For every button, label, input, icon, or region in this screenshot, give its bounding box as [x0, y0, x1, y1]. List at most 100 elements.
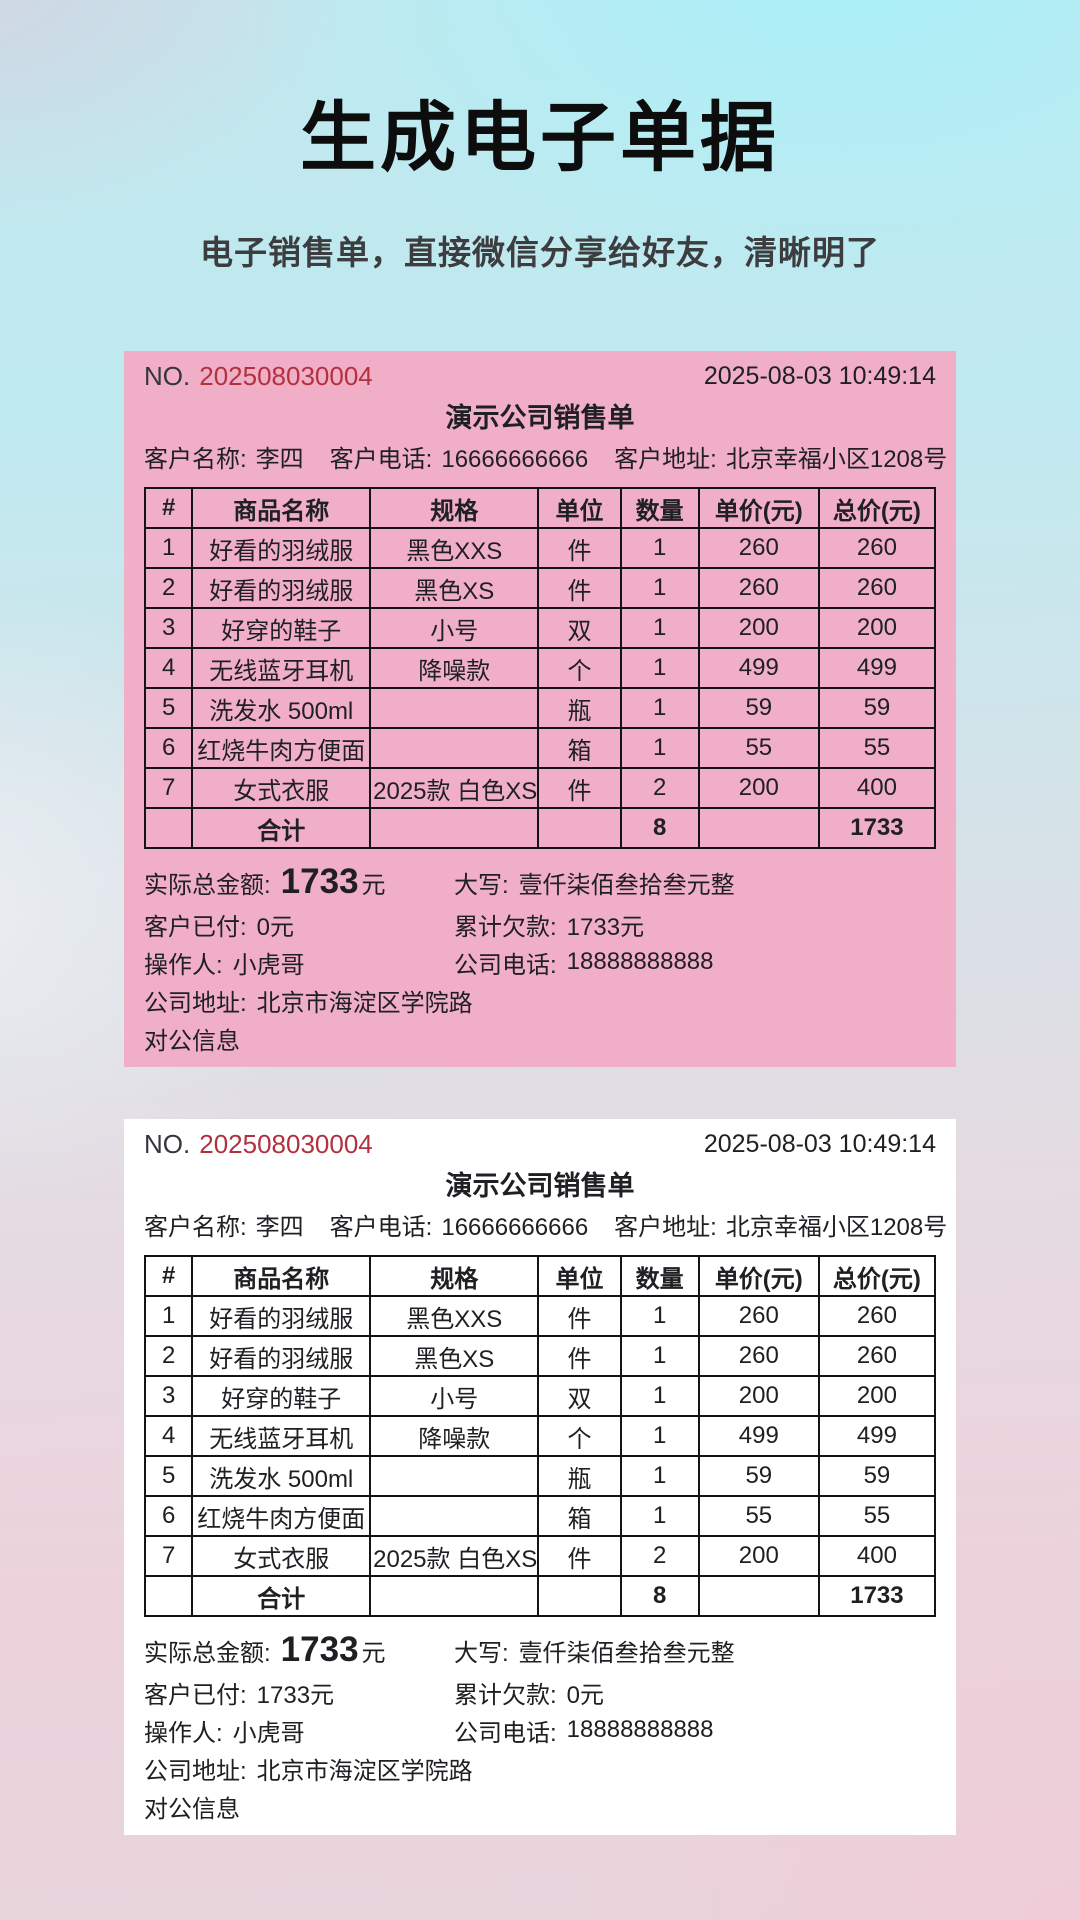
item-cell: 59	[817, 1455, 937, 1497]
item-cell: 1	[619, 1415, 700, 1457]
customer-address-label: 客户地址:	[614, 1214, 717, 1241]
receipt-title: 演示公司销售单	[445, 1171, 635, 1201]
actual-total-unit: 元	[361, 871, 386, 899]
item-cell: 1	[619, 1335, 700, 1377]
item-cell	[369, 1455, 540, 1497]
company-address-value: 北京市海淀区学院路	[256, 1757, 473, 1785]
item-cell: 件	[537, 1295, 622, 1337]
item-cell: 降噪款	[369, 1415, 540, 1457]
company-address-value: 北京市海淀区学院路	[256, 989, 473, 1017]
table-header-row: # 商品名称 规格 单位 数量 单价(元) 总价(元)	[143, 1255, 937, 1297]
item-cell: 瓶	[537, 687, 622, 729]
page-subtitle: 电子销售单，直接微信分享给好友，清晰明了	[200, 234, 880, 271]
item-cell: 1	[619, 1375, 700, 1417]
total-cell: 1733	[817, 807, 937, 849]
column-header: 单价(元)	[697, 487, 820, 529]
item-row: 7 女式衣服 2025款 白色XS 件 2 200 400	[143, 767, 937, 809]
item-cell: 小号	[369, 1375, 540, 1417]
accumulated-debt-value: 0元	[566, 1681, 605, 1709]
receipt-datetime: 2025-08-03 10:49:14	[703, 361, 936, 390]
item-row: 6 红烧牛肉方便面箱 1 55 55	[143, 727, 937, 769]
item-cell: 499	[697, 1415, 820, 1457]
company-phone-value: 18888888888	[566, 1716, 714, 1743]
public-info-text: 对公信息	[144, 1027, 240, 1055]
item-cell	[369, 687, 540, 729]
customer-address-value: 北京幸福小区1208号	[725, 1214, 948, 1241]
column-header: 总价(元)	[817, 1255, 937, 1297]
item-cell: 260	[817, 1295, 937, 1337]
item-cell: 260	[697, 527, 820, 569]
item-row: 5 洗发水 500ml 瓶 1 59 59	[143, 687, 937, 729]
item-cell: 红烧牛肉方便面	[191, 1495, 372, 1537]
item-cell: 1	[619, 567, 700, 609]
column-header: 单价(元)	[697, 1255, 820, 1297]
item-cell: 4	[143, 1415, 194, 1457]
public-info-text: 对公信息	[144, 1795, 240, 1823]
item-cell: 499	[817, 647, 937, 689]
item-cell: 2025款 白色XS	[369, 767, 540, 809]
total-cell	[143, 807, 194, 849]
receipt-summary: 实际总金额: 1733 元 大写: 壹仟柒佰叁拾叁元整 客户已付: 0元 累计欠…	[144, 859, 936, 1057]
item-cell: 200	[697, 767, 820, 809]
item-cell: 200	[697, 1535, 820, 1577]
receipt-number-value: 202508030004	[199, 1128, 373, 1159]
item-row: 2 好看的羽绒服 黑色XS 件 1 260 260	[143, 1335, 937, 1377]
receipt-summary: 实际总金额: 1733 元 大写: 壹仟柒佰叁拾叁元整 客户已付: 1733元 …	[144, 1627, 936, 1825]
customer-name-label: 客户名称:	[144, 1214, 247, 1241]
company-phone-line: 公司电话: 18888888888	[454, 943, 936, 981]
item-cell: 箱	[537, 1495, 622, 1537]
customer-phone-value: 16666666666	[441, 1214, 589, 1241]
table-header-row: # 商品名称 规格 单位 数量 单价(元) 总价(元)	[143, 487, 937, 529]
item-cell: 红烧牛肉方便面	[191, 727, 372, 769]
total-cell	[369, 807, 540, 849]
customer-paid-value: 0元	[256, 913, 295, 941]
receipt-header: NO. 202508030004 2025-08-03 10:49:14	[144, 359, 936, 393]
customer-paid-label: 客户已付:	[144, 913, 247, 941]
item-cell: 黑色XS	[369, 567, 540, 609]
column-header: 规格	[369, 487, 540, 529]
item-cell: 1	[619, 1295, 700, 1337]
operator-value: 小虎哥	[232, 951, 305, 979]
item-cell: 个	[537, 647, 622, 689]
items-table: # 商品名称 规格 单位 数量 单价(元) 总价(元) 1 好看的羽绒服 黑色XXS 件 1 260 2…	[143, 487, 937, 849]
item-cell: 好穿的鞋子	[191, 607, 372, 649]
item-row: 3 好穿的鞋子 小号双 1 200 200	[143, 1375, 937, 1417]
customer-address-label: 客户地址:	[614, 446, 717, 473]
customer-paid-value: 1733元	[256, 1681, 335, 1709]
item-cell: 59	[697, 1455, 820, 1497]
company-address-label: 公司地址:	[144, 1757, 247, 1785]
operator-label: 操作人:	[144, 1719, 223, 1747]
customer-paid-line: 客户已付: 1733元	[144, 1673, 454, 1711]
page-title: 生成电子单据	[300, 96, 780, 181]
item-cell: 55	[697, 727, 820, 769]
total-cell: 合计	[191, 807, 372, 849]
company-phone-label: 公司电话:	[454, 951, 557, 979]
item-cell: 400	[817, 767, 937, 809]
item-cell: 1	[619, 607, 700, 649]
total-row: 合计 8 1733	[143, 807, 937, 849]
total-cell	[537, 1575, 622, 1617]
column-header: 单位	[537, 1255, 622, 1297]
item-cell	[369, 727, 540, 769]
amount-caps-label: 大写:	[454, 1639, 509, 1667]
item-cell: 400	[817, 1535, 937, 1577]
column-header: 规格	[369, 1255, 540, 1297]
item-cell: 无线蓝牙耳机	[191, 1415, 372, 1457]
item-cell: 1	[619, 1495, 700, 1537]
item-cell: 260	[817, 527, 937, 569]
item-cell: 4	[143, 647, 194, 689]
total-cell	[697, 1575, 820, 1617]
item-cell: 女式衣服	[191, 1535, 372, 1577]
column-header: 总价(元)	[817, 487, 937, 529]
column-header: 单位	[537, 487, 622, 529]
item-cell: 499	[817, 1415, 937, 1457]
company-address-label: 公司地址:	[144, 989, 247, 1017]
customer-address-value: 北京幸福小区1208号	[725, 446, 948, 473]
item-cell: 好看的羽绒服	[191, 527, 372, 569]
total-cell: 8	[619, 1575, 700, 1617]
item-cell: 黑色XXS	[369, 527, 540, 569]
item-cell: 6	[143, 727, 194, 769]
item-cell: 3	[143, 607, 194, 649]
item-cell: 好穿的鞋子	[191, 1375, 372, 1417]
customer-name: 客户名称: 李四	[144, 445, 304, 475]
